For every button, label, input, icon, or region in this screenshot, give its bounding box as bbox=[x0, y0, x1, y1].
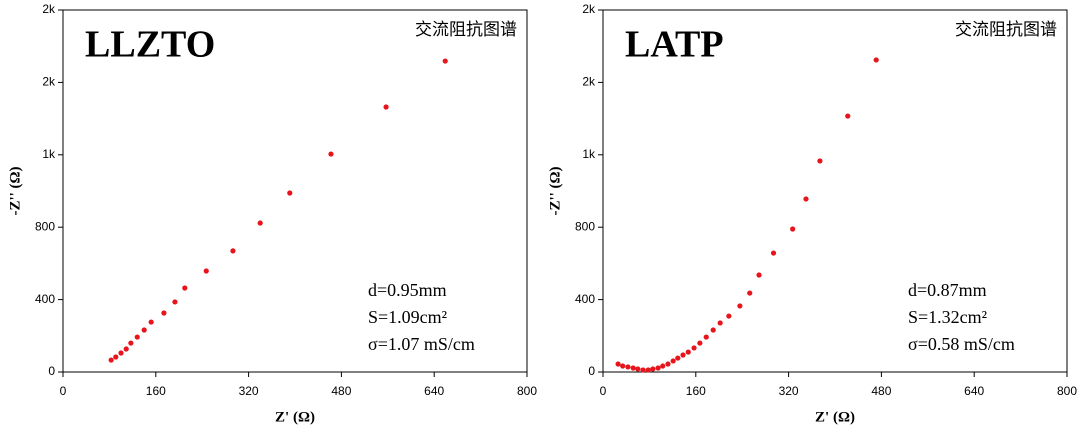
data-point bbox=[182, 285, 188, 291]
data-point bbox=[172, 299, 178, 305]
data-point bbox=[691, 345, 697, 351]
data-point bbox=[230, 248, 236, 254]
annotation: σ=1.07 mS/cm bbox=[368, 334, 475, 354]
data-point bbox=[123, 346, 129, 352]
y-tick-label: 1k bbox=[42, 147, 56, 161]
panel-title: LLZTO bbox=[85, 24, 215, 66]
x-tick-label: 480 bbox=[871, 384, 891, 398]
y-tick-label: 2k bbox=[42, 75, 56, 89]
data-point bbox=[141, 327, 147, 333]
data-point bbox=[873, 57, 879, 63]
data-point bbox=[148, 319, 154, 325]
annotation: S=1.32cm² bbox=[908, 307, 987, 327]
data-point bbox=[625, 364, 631, 370]
x-tick-label: 480 bbox=[331, 384, 351, 398]
subtitle: 交流阻抗图谱 bbox=[415, 20, 517, 40]
data-point bbox=[790, 226, 796, 232]
y-tick-label: 400 bbox=[35, 292, 55, 306]
y-tick-label: 1k bbox=[582, 147, 596, 161]
data-point bbox=[442, 58, 448, 64]
panel-title: LATP bbox=[625, 24, 724, 66]
annotation: σ=0.58 mS/cm bbox=[908, 334, 1015, 354]
data-point bbox=[770, 250, 777, 256]
annotation: d=0.95mm bbox=[368, 280, 447, 300]
data-point bbox=[128, 340, 134, 346]
data-point bbox=[803, 196, 809, 202]
data-point bbox=[675, 355, 681, 361]
x-tick-label: 800 bbox=[517, 384, 537, 398]
x-tick-label: 320 bbox=[239, 384, 259, 398]
data-point bbox=[108, 357, 114, 363]
annotation: S=1.09cm² bbox=[368, 307, 447, 327]
y-tick-label: 400 bbox=[575, 292, 595, 306]
x-tick-label: 640 bbox=[424, 384, 444, 398]
data-point bbox=[645, 367, 651, 373]
data-point bbox=[383, 104, 389, 110]
data-point bbox=[710, 327, 716, 333]
x-tick-label: 0 bbox=[60, 384, 67, 398]
data-point bbox=[257, 220, 263, 226]
plot-frame bbox=[62, 9, 528, 373]
data-point bbox=[620, 363, 626, 369]
data-point bbox=[640, 367, 646, 373]
data-point bbox=[113, 354, 119, 360]
data-point bbox=[665, 361, 671, 367]
data-point bbox=[717, 320, 723, 326]
data-point bbox=[615, 361, 621, 367]
y-tick-label: 2k bbox=[582, 75, 596, 89]
annotation: d=0.87mm bbox=[908, 280, 987, 300]
data-point bbox=[685, 349, 691, 355]
y-axis-label: -Z'' (Ω) bbox=[7, 166, 23, 215]
x-tick-label: 160 bbox=[686, 384, 706, 398]
data-point bbox=[697, 340, 703, 346]
data-point bbox=[660, 363, 666, 369]
data-point bbox=[118, 350, 124, 356]
y-axis-label: -Z'' (Ω) bbox=[547, 166, 563, 215]
y-tick-label: 800 bbox=[575, 219, 595, 233]
y-tick-label: 0 bbox=[48, 364, 55, 378]
x-axis-label: Z' (Ω) bbox=[275, 409, 315, 425]
y-tick-label: 2k bbox=[582, 2, 596, 16]
x-tick-label: 640 bbox=[964, 384, 984, 398]
data-point bbox=[328, 151, 334, 157]
y-tick-label: 0 bbox=[588, 364, 595, 378]
data-point bbox=[680, 352, 686, 358]
data-point bbox=[845, 113, 851, 119]
x-tick-label: 800 bbox=[1057, 384, 1077, 398]
x-axis-label: Z' (Ω) bbox=[815, 409, 855, 425]
data-point bbox=[817, 158, 823, 164]
data-point bbox=[203, 268, 209, 274]
data-point bbox=[670, 358, 676, 364]
data-point bbox=[726, 313, 732, 319]
y-tick-label: 800 bbox=[35, 219, 55, 233]
y-tick-label: 2k bbox=[42, 2, 56, 16]
data-point bbox=[703, 334, 709, 340]
data-point bbox=[650, 366, 656, 372]
data-point bbox=[287, 190, 293, 196]
data-point bbox=[756, 272, 762, 278]
plot-frame bbox=[602, 9, 1068, 373]
data-point bbox=[134, 334, 140, 340]
data-point bbox=[737, 303, 743, 309]
data-point bbox=[635, 366, 641, 372]
x-tick-label: 160 bbox=[146, 384, 166, 398]
x-tick-label: 0 bbox=[600, 384, 607, 398]
data-point bbox=[655, 365, 661, 371]
data-point bbox=[161, 310, 167, 316]
x-tick-label: 320 bbox=[779, 384, 799, 398]
subtitle: 交流阻抗图谱 bbox=[955, 20, 1057, 40]
data-point bbox=[747, 290, 753, 296]
data-point bbox=[630, 365, 636, 371]
